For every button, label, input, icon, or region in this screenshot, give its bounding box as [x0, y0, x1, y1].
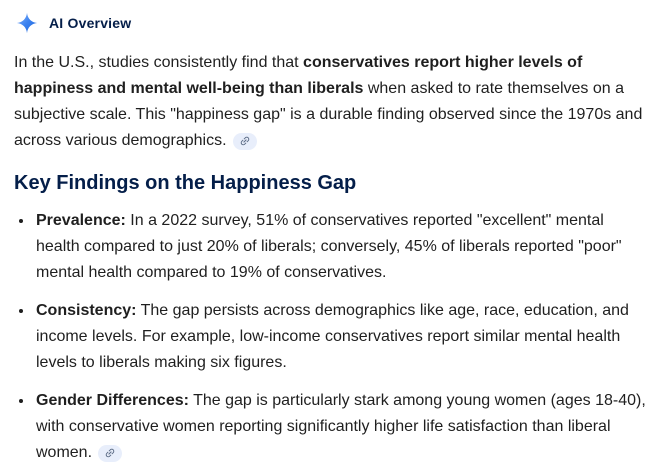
ai-overview-label: AI Overview [49, 15, 132, 31]
bullet-text: In a 2022 survey, 51% of conservatives r… [36, 212, 622, 281]
link-icon [240, 136, 249, 146]
intro-text-2: when asked to rate themselves on a subje… [14, 80, 643, 149]
intro-text-bold: conservatives report higher levels of ha… [14, 54, 583, 97]
bullet-label: Prevalence: [36, 212, 126, 229]
intro-text-1: In the U.S., studies consistently find t… [14, 54, 304, 71]
bullet-label: Gender Differences: [36, 392, 189, 409]
ai-overview-header: AI Overview [14, 8, 647, 47]
key-findings-list: Prevalence: In a 2022 survey, 51% of con… [14, 208, 647, 466]
intro-paragraph: In the U.S., studies consistently find t… [14, 50, 647, 154]
bullet-label: Consistency: [36, 302, 137, 319]
bullet-text: The gap persists across demographics lik… [36, 302, 629, 371]
citation-link-chip[interactable] [232, 132, 257, 150]
list-item-gender-differences: Gender Differences: The gap is particula… [14, 388, 647, 466]
link-icon [105, 448, 115, 458]
list-item-prevalence: Prevalence: In a 2022 survey, 51% of con… [14, 208, 647, 286]
ai-sparkle-icon [16, 12, 38, 34]
citation-link-chip[interactable] [98, 444, 123, 462]
section-heading: Key Findings on the Happiness Gap [14, 172, 357, 194]
list-item-consistency: Consistency: The gap persists across dem… [14, 298, 647, 376]
